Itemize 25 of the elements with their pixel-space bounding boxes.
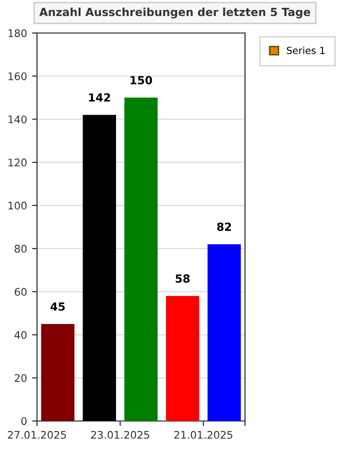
data-label: 150: [130, 76, 152, 84]
y-tick-label: 40: [14, 331, 27, 339]
bar: [208, 244, 241, 421]
y-tick-label: 100: [8, 202, 27, 210]
y-tick-label: 20: [14, 374, 27, 382]
data-label: 58: [176, 274, 190, 283]
data-label: 142: [89, 93, 110, 102]
x-tick-label: 21.01.2025: [174, 430, 232, 439]
data-label: 45: [50, 302, 65, 311]
y-tick-label: 0: [21, 417, 27, 426]
data-label: 82: [217, 222, 231, 231]
bar: [82, 114, 116, 421]
y-tick-label: 140: [8, 115, 27, 124]
y-tick-label: 160: [8, 72, 27, 80]
bar: [124, 98, 158, 421]
chart-title: Anzahl Ausschreibungen der letzten 5 Tage: [39, 8, 310, 18]
y-tick-label: 60: [14, 288, 27, 296]
x-tick-label: 27.01.2025: [8, 430, 66, 439]
bar: [41, 324, 74, 421]
y-tick-label: 180: [8, 29, 27, 38]
y-tick-label: 120: [8, 158, 27, 166]
y-tick-label: 80: [14, 244, 27, 253]
bar: [166, 296, 200, 421]
x-tick-label: 23.01.2025: [91, 430, 150, 439]
text: Series 1: [286, 46, 325, 54]
